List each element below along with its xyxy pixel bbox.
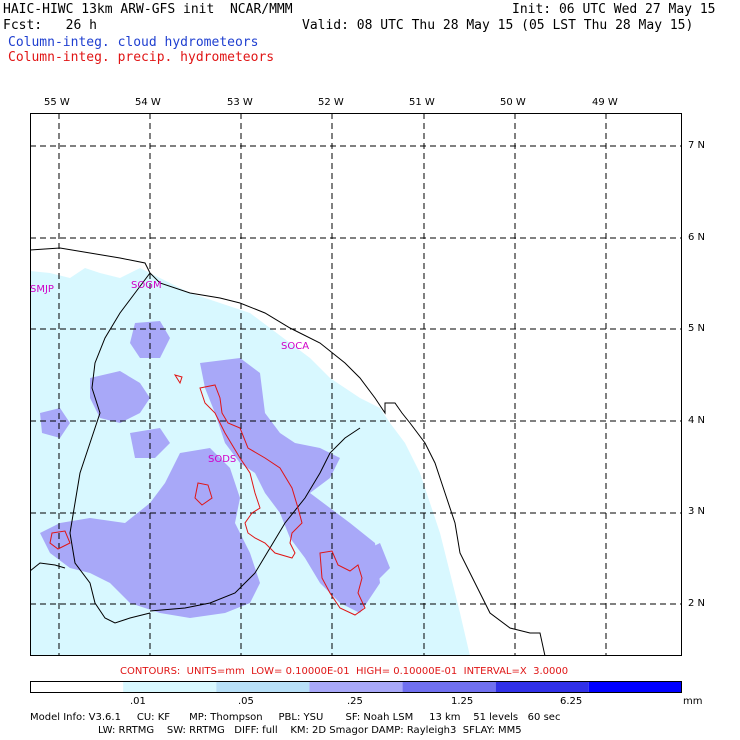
field-precip-label: Column-integ. precip. hydrometeors: [8, 50, 275, 65]
forecast-hour: Fcst: 26 h: [3, 18, 97, 33]
lon-label: 54 W: [135, 97, 161, 108]
lat-lon-grid: [30, 113, 682, 656]
colorbar-segment: [402, 681, 496, 693]
lon-label: 53 W: [227, 97, 253, 108]
colorbar-label: 6.25: [560, 696, 583, 707]
field-cloud-label: Column-integ. cloud hydrometeors: [8, 35, 259, 50]
station-label: SMJP: [30, 284, 54, 295]
model-info-line1: Model Info: V3.6.1 CU: KF MP: Thompson P…: [30, 712, 561, 723]
colorbar-frame: [30, 681, 682, 693]
colorbar-segment: [309, 681, 403, 693]
precip-contours: [49, 374, 366, 616]
map-title: HAIC-HIWC 13km ARW-GFS init NCAR/MMM: [3, 2, 293, 17]
valid-time: Valid: 08 UTC Thu 28 May 15 (05 LST Thu …: [302, 18, 694, 33]
init-time: Init: 06 UTC Wed 27 May 15: [512, 2, 716, 17]
colorbar-label: .01: [130, 696, 146, 707]
colorbar-label: .25: [347, 696, 363, 707]
lon-label: 51 W: [409, 97, 435, 108]
colorbar-segment: [30, 681, 124, 693]
lat-label: 7 N: [688, 140, 706, 151]
colorbar-label: 1.25: [451, 696, 474, 707]
colorbar-segment: [588, 681, 682, 693]
colorbar-segment: [216, 681, 310, 693]
lat-label: 2 N: [688, 598, 706, 609]
colorbar-segment: [495, 681, 589, 693]
lat-label: 6 N: [688, 232, 706, 243]
forecast-map: SMJP SOGM SOCA SODS: [30, 113, 682, 656]
lon-label: 49 W: [592, 97, 618, 108]
contours-info: CONTOURS: UNITS=mm LOW= 0.10000E-01 HIGH…: [120, 666, 569, 677]
lon-label: 55 W: [44, 97, 70, 108]
station-label: SOGM: [131, 280, 162, 291]
colorbar-unit: mm: [683, 696, 703, 707]
station-label: SODS: [208, 454, 236, 465]
lat-label: 4 N: [688, 415, 706, 426]
lon-label: 50 W: [500, 97, 526, 108]
coastline: [30, 247, 546, 656]
colorbar: [30, 681, 682, 693]
lat-label: 5 N: [688, 323, 706, 334]
colorbar-segment: [123, 681, 217, 693]
station-label: SOCA: [281, 341, 309, 352]
model-info-line2: LW: RRTMG SW: RRTMG DIFF: full KM: 2D Sm…: [98, 725, 522, 736]
lon-label: 52 W: [318, 97, 344, 108]
lat-label: 3 N: [688, 506, 706, 517]
colorbar-label: .05: [238, 696, 254, 707]
